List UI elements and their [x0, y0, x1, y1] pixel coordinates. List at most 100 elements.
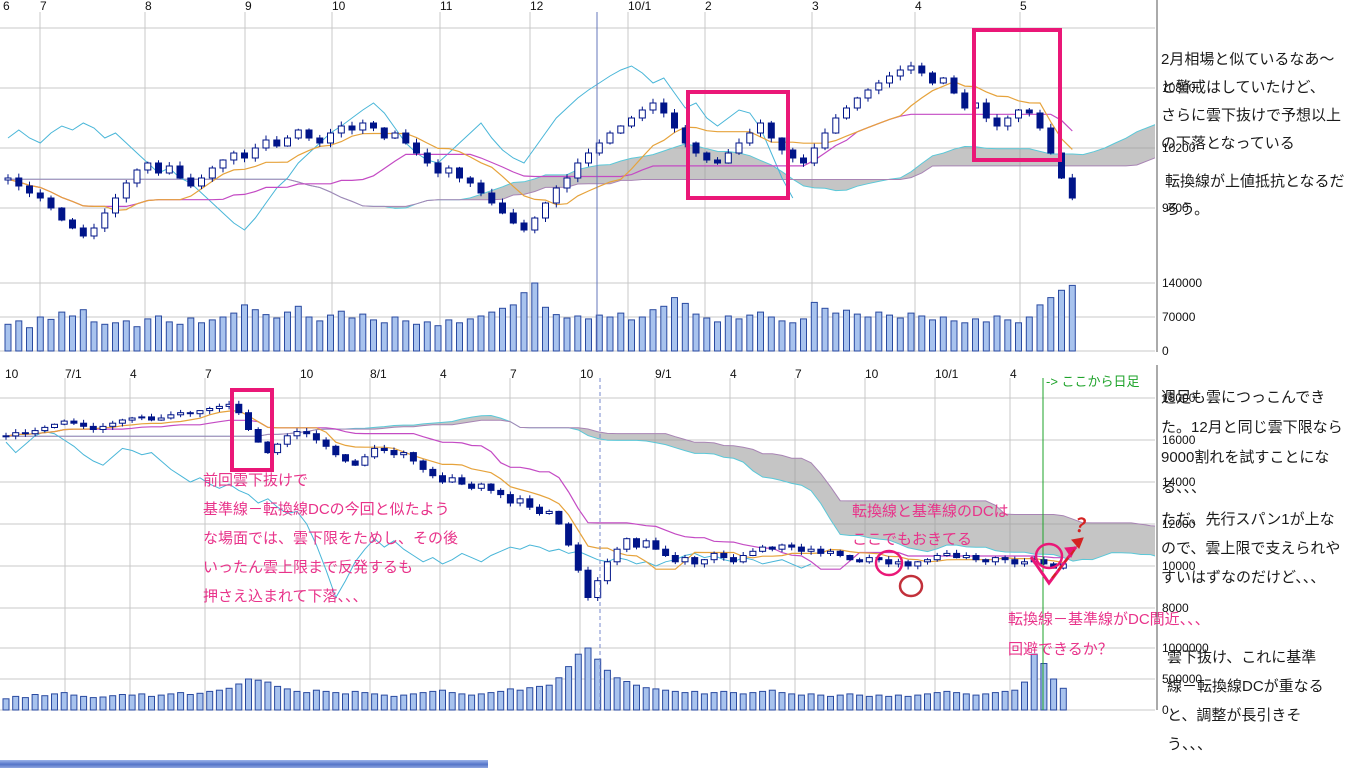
candle	[26, 185, 33, 194]
volume-bar	[714, 321, 721, 352]
volume-bar	[1047, 297, 1055, 352]
volume-layer	[4, 282, 1076, 352]
candle	[853, 97, 861, 109]
candle	[294, 129, 302, 139]
candle	[703, 152, 711, 161]
candle	[456, 167, 463, 179]
x-axis-label: 4	[730, 367, 737, 381]
candle	[982, 102, 990, 119]
candle	[1001, 557, 1009, 561]
candle	[47, 197, 55, 209]
volume-bar	[506, 688, 514, 711]
volume-bar	[1058, 289, 1065, 352]
volume-bar	[429, 690, 437, 711]
candle	[520, 222, 528, 231]
volume-bar	[468, 694, 476, 711]
note-line: 2月相場と似ているなあ～	[1161, 51, 1335, 68]
candle	[316, 137, 324, 144]
volume-bar	[337, 310, 345, 352]
volume-bar	[649, 309, 657, 352]
candle	[681, 127, 689, 144]
volume-bar	[574, 315, 582, 352]
candle	[875, 82, 883, 91]
volume-bar	[254, 679, 262, 711]
candle	[943, 552, 951, 556]
volume-bar	[293, 690, 301, 711]
volume-bar	[864, 316, 872, 352]
y-axis-label: 18000	[1162, 391, 1196, 405]
volume-bar	[807, 693, 815, 711]
volume-bar	[99, 696, 107, 711]
candle	[359, 122, 367, 131]
candle	[468, 483, 476, 489]
candle	[118, 419, 126, 424]
candle	[642, 540, 650, 548]
volume-bar	[1011, 689, 1019, 711]
candle	[950, 77, 958, 94]
volume-bar	[757, 311, 764, 352]
note-top-right-1: 2月相場と似ているなあ～ と警戒はしていたけど、 さらに雲下抜けで予想以上 の下落とな…	[1161, 46, 1341, 158]
volume-bar	[423, 321, 431, 352]
candle	[929, 72, 936, 84]
candle	[536, 506, 543, 514]
candle	[991, 557, 999, 563]
volume-bar	[225, 687, 233, 711]
candle	[516, 498, 524, 504]
x-axis-label: 10	[580, 367, 594, 381]
volume-bar	[4, 323, 12, 352]
note-line: る、、、	[1161, 479, 1207, 496]
note-line: 週足も雲につっこんでき	[1161, 389, 1326, 406]
volume-bar	[836, 694, 844, 711]
volume-bar	[391, 316, 399, 352]
volume-bar	[206, 690, 214, 711]
volume-bar	[875, 311, 883, 352]
volume-bar	[778, 320, 786, 352]
candle	[293, 431, 301, 437]
candle	[497, 489, 505, 496]
y-axis-label: 12000	[1162, 517, 1196, 531]
volume-axis-label: 140000	[1162, 276, 1202, 290]
candle	[875, 557, 883, 561]
volume-bar	[918, 315, 926, 352]
candle	[400, 452, 408, 456]
volume-bar	[681, 302, 689, 352]
candle	[864, 89, 872, 99]
candle	[1036, 112, 1044, 129]
volume-bar	[264, 681, 272, 711]
volume-bar	[681, 692, 689, 711]
volume-bar	[961, 322, 969, 352]
candle	[264, 441, 272, 454]
volume-bar	[439, 689, 446, 711]
volume-axis-label: 1000000	[1162, 641, 1209, 655]
volume-axis-label: 0	[1162, 703, 1169, 715]
candle	[1030, 559, 1038, 563]
candle	[198, 177, 205, 187]
candle	[993, 117, 1001, 127]
candle	[574, 544, 582, 571]
volume-bar	[177, 692, 185, 711]
volume-bar	[767, 316, 775, 352]
candle	[36, 192, 44, 199]
x-axis-label: 9/1	[655, 367, 672, 381]
volume-bar	[380, 694, 388, 711]
candle	[800, 157, 807, 164]
x-axis-label: 8/1	[370, 367, 387, 381]
note-bottom-right-1: 週足も雲につっこんでき た。12月と同じ雲下限なら 9000割れを試すことにな る、、…	[1161, 383, 1343, 503]
note-line: 転換線が上値抵抗となるだ	[1165, 173, 1345, 190]
candle	[671, 555, 679, 563]
volume-bar	[370, 319, 377, 352]
candle	[155, 162, 162, 174]
volume-bar	[982, 321, 990, 352]
candle	[714, 159, 721, 164]
volume-bar	[875, 694, 883, 711]
candle	[112, 197, 119, 214]
volume-bar	[526, 687, 534, 711]
volume-bar	[789, 322, 797, 352]
x-axis-label: 10	[332, 0, 346, 13]
ichimoku-cloud	[6, 415, 1155, 562]
volume-bar	[262, 314, 270, 352]
chikou-span-line	[7, 65, 794, 231]
candle	[109, 422, 117, 427]
volume-bar	[904, 695, 912, 711]
